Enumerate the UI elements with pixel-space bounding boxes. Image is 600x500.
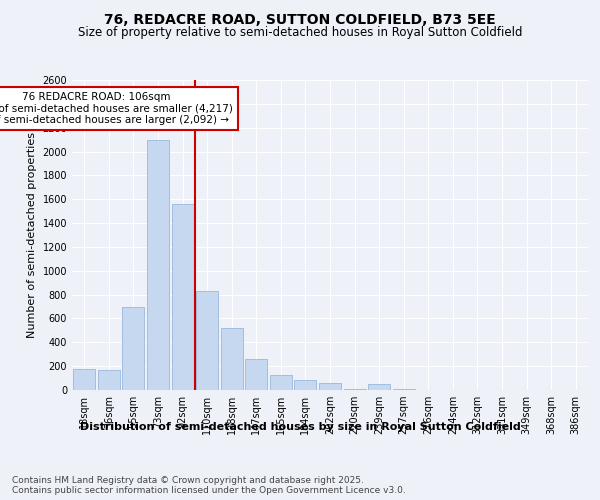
Text: Contains HM Land Registry data © Crown copyright and database right 2025.
Contai: Contains HM Land Registry data © Crown c… — [12, 476, 406, 495]
Text: 76 REDACRE ROAD: 106sqm
← 66% of semi-detached houses are smaller (4,217)
33% of: 76 REDACRE ROAD: 106sqm ← 66% of semi-de… — [0, 92, 233, 125]
Bar — [172, 204, 194, 390]
Bar — [245, 359, 268, 390]
Bar — [221, 328, 243, 390]
Text: 76, REDACRE ROAD, SUTTON COLDFIELD, B73 5EE: 76, REDACRE ROAD, SUTTON COLDFIELD, B73 … — [104, 12, 496, 26]
Bar — [147, 140, 169, 390]
Bar — [122, 306, 145, 390]
Bar — [73, 369, 95, 390]
Bar — [319, 384, 341, 390]
Bar — [295, 380, 316, 390]
Text: Size of property relative to semi-detached houses in Royal Sutton Coldfield: Size of property relative to semi-detach… — [78, 26, 522, 39]
Bar — [368, 384, 390, 390]
Text: Distribution of semi-detached houses by size in Royal Sutton Coldfield: Distribution of semi-detached houses by … — [80, 422, 520, 432]
Bar — [98, 370, 120, 390]
Bar — [196, 291, 218, 390]
Bar — [270, 374, 292, 390]
Y-axis label: Number of semi-detached properties: Number of semi-detached properties — [27, 132, 37, 338]
Bar — [344, 389, 365, 390]
